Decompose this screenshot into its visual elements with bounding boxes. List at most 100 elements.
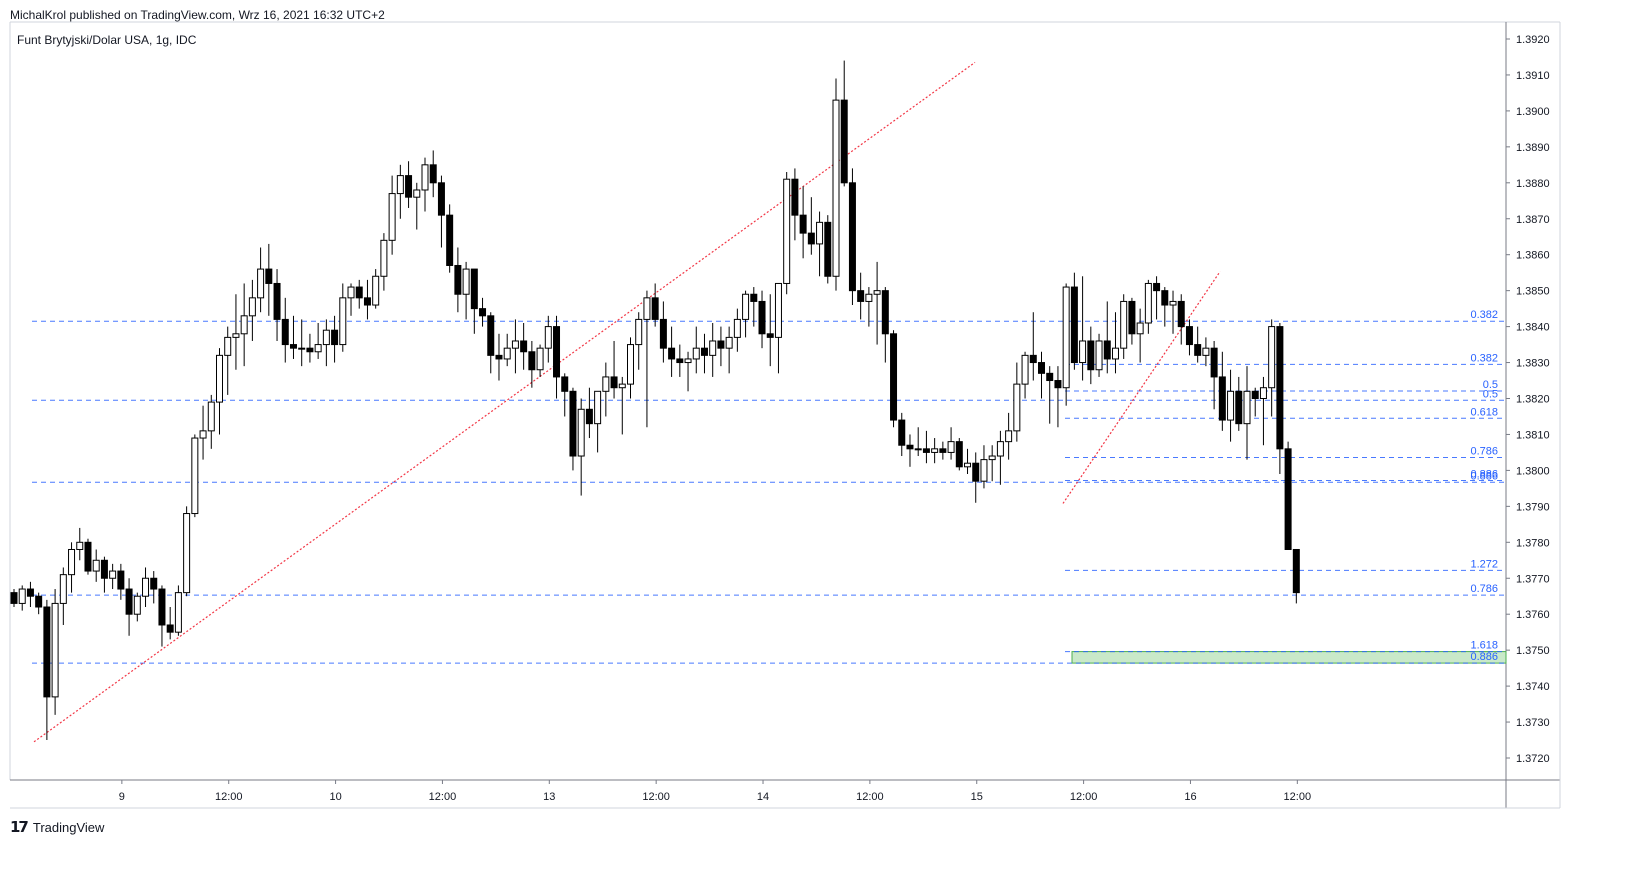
candle <box>733 308 741 352</box>
candle-body <box>10 592 18 604</box>
candle <box>914 427 922 457</box>
candle-body <box>742 293 750 320</box>
candle <box>1177 294 1185 345</box>
candle <box>437 175 445 248</box>
candle <box>1029 312 1037 381</box>
time-axis: 9 12:00 10 12:00 13 12:00 14 12:00 15 12:00 16 12:0… <box>119 780 1311 803</box>
candle-body <box>865 293 873 302</box>
candle <box>363 279 371 320</box>
candle-body <box>1144 282 1152 324</box>
candle-body <box>1227 390 1235 421</box>
candle <box>495 333 503 381</box>
candle-body <box>750 293 758 302</box>
candle <box>314 323 322 359</box>
candle-body <box>585 408 593 425</box>
candle <box>273 269 281 341</box>
fib-level-label: 1.272 <box>1470 558 1498 570</box>
chart-frame <box>9 21 1561 809</box>
candle <box>725 326 733 374</box>
trendlines <box>33 61 1221 743</box>
candle <box>881 287 889 363</box>
candle <box>76 527 84 561</box>
candle-body <box>733 318 741 338</box>
candle-body <box>964 462 972 468</box>
candle-body <box>388 193 396 241</box>
candle-body <box>980 459 988 482</box>
fib-level-label: 0.886 <box>1470 651 1498 663</box>
candle <box>1202 337 1210 367</box>
x-tick-label: 16 <box>1184 791 1196 803</box>
candle-body <box>1243 390 1251 425</box>
candle-body <box>331 329 339 346</box>
candle <box>848 168 856 306</box>
candle <box>10 589 18 608</box>
candle-body <box>553 326 561 378</box>
candle <box>1046 366 1054 424</box>
candle <box>125 578 133 636</box>
candle-body <box>890 333 898 421</box>
x-tick-label: 12:00 <box>1070 791 1098 803</box>
candle <box>191 434 199 518</box>
candle <box>26 581 34 608</box>
candle-body <box>1268 326 1276 389</box>
candle-body <box>816 221 824 245</box>
candle <box>898 412 906 457</box>
candle <box>774 282 782 374</box>
fib-level-label: 1.618 <box>1470 640 1498 652</box>
candle-body <box>692 347 700 360</box>
y-tick-label: 1.3750 <box>1516 645 1550 657</box>
candle <box>470 268 478 334</box>
x-tick-label: 15 <box>971 791 983 803</box>
candle <box>355 279 363 309</box>
candle <box>142 567 150 608</box>
candle-body <box>68 548 76 576</box>
candle-body <box>125 588 133 615</box>
tradingview-logo-icon: 𝟭𝟳 <box>10 819 29 836</box>
candle <box>92 549 100 582</box>
candle <box>380 233 388 291</box>
candle <box>150 571 158 604</box>
fib-level-label: 0.382 <box>1470 352 1498 364</box>
candle <box>709 323 717 377</box>
fib-level-label: 0.886 <box>1470 468 1498 480</box>
candle <box>972 452 980 503</box>
candle-body <box>396 175 404 195</box>
candle <box>659 301 667 363</box>
trendline <box>1062 271 1221 504</box>
candle-body <box>725 336 733 349</box>
candle <box>890 330 898 428</box>
candle <box>758 290 766 349</box>
candle <box>577 398 585 496</box>
candle <box>257 247 265 313</box>
candle-body <box>709 340 717 356</box>
candle-body <box>1111 347 1119 360</box>
candle <box>216 348 223 435</box>
candle-body <box>479 308 487 317</box>
candle <box>158 585 166 647</box>
candle <box>1194 326 1202 363</box>
candle <box>955 438 963 471</box>
candle-body <box>520 340 528 353</box>
candle <box>651 283 659 327</box>
footer-brand: TradingView <box>32 819 105 835</box>
candle <box>68 542 76 593</box>
candle-body <box>791 178 799 216</box>
candle <box>750 287 758 327</box>
candle <box>1235 376 1243 431</box>
candle <box>585 387 593 439</box>
candle <box>544 315 552 363</box>
candle <box>610 340 618 399</box>
candle-body <box>659 318 667 349</box>
candle <box>1038 351 1045 399</box>
candle <box>1185 319 1193 356</box>
candle-body <box>1161 290 1169 306</box>
candle-body <box>1218 376 1226 421</box>
candle <box>503 333 511 367</box>
candle <box>1005 412 1013 460</box>
y-tick-label: 1.3850 <box>1516 286 1550 298</box>
y-tick-label: 1.3870 <box>1516 214 1550 226</box>
candle-body <box>1210 347 1218 378</box>
target-zone-rect <box>1071 651 1507 664</box>
candle-body <box>462 268 470 295</box>
